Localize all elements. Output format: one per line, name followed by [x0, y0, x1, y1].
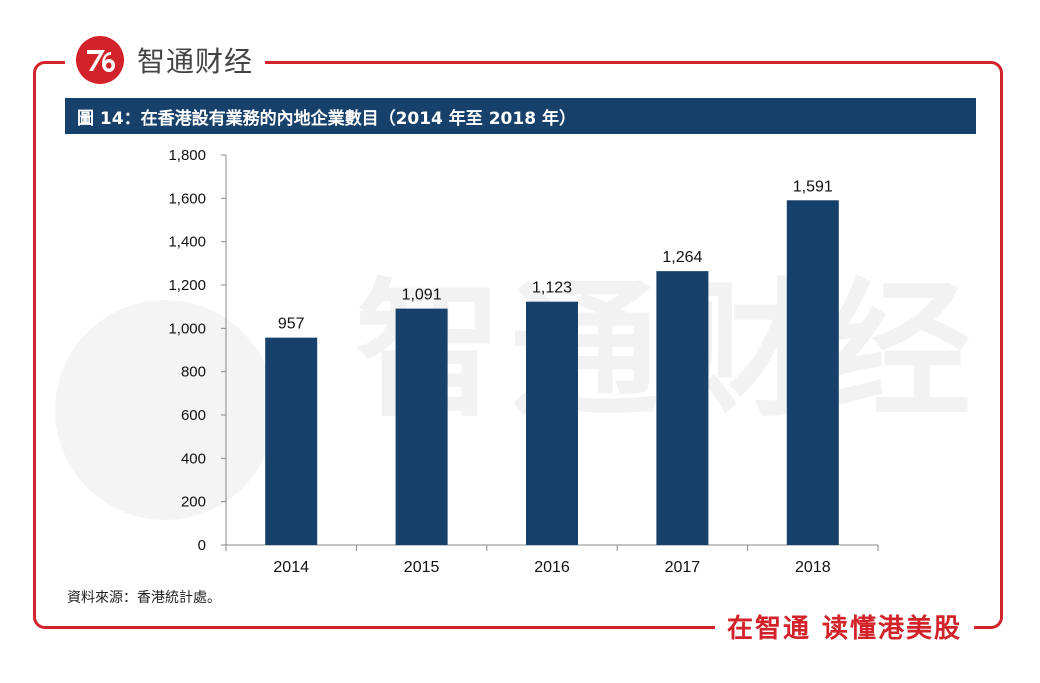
x-tick-label: 2017 — [665, 559, 701, 576]
figure-title-bar: 圖 14：在香港設有業務的內地企業數目（2014 年至 2018 年） — [65, 98, 976, 134]
bar — [265, 337, 318, 545]
data-label: 1,264 — [662, 249, 702, 266]
data-label: 1,091 — [402, 287, 442, 304]
y-tick-label: 1,200 — [168, 277, 206, 294]
x-tick-label: 2016 — [534, 559, 570, 576]
y-tick-label: 200 — [181, 494, 206, 511]
brand-header: 智通财经 — [65, 30, 266, 90]
brand-slogan: 在智通 读懂港美股 — [714, 608, 974, 645]
data-label: 957 — [278, 316, 305, 333]
figure-title: 圖 14：在香港設有業務的內地企業數目（2014 年至 2018 年） — [77, 108, 576, 129]
bar — [786, 200, 839, 546]
y-tick-label: 600 — [181, 407, 206, 424]
watermark-logo-icon — [55, 300, 275, 520]
y-tick-label: 1,400 — [168, 234, 206, 251]
y-tick-label: 1,600 — [168, 190, 206, 207]
y-tick-label: 1,000 — [168, 320, 206, 337]
x-tick-label: 2015 — [404, 559, 440, 576]
y-tick-label: 400 — [181, 450, 206, 467]
zhitong-logo-icon — [76, 36, 124, 84]
y-tick-label: 800 — [181, 364, 206, 381]
bar — [526, 301, 578, 545]
bar — [656, 271, 709, 545]
x-tick-label: 2014 — [273, 559, 309, 576]
source-note: 資料來源：香港統計處。 — [67, 590, 221, 606]
y-tick-label: 0 — [198, 537, 206, 554]
y-tick-label: 1,800 — [168, 147, 206, 164]
data-label: 1,123 — [532, 280, 572, 297]
data-label: 1,591 — [793, 178, 833, 195]
x-tick-label: 2018 — [795, 559, 831, 576]
brand-name: 智通财经 — [137, 45, 254, 78]
chart-frame — [33, 61, 1003, 629]
bar — [395, 308, 448, 545]
